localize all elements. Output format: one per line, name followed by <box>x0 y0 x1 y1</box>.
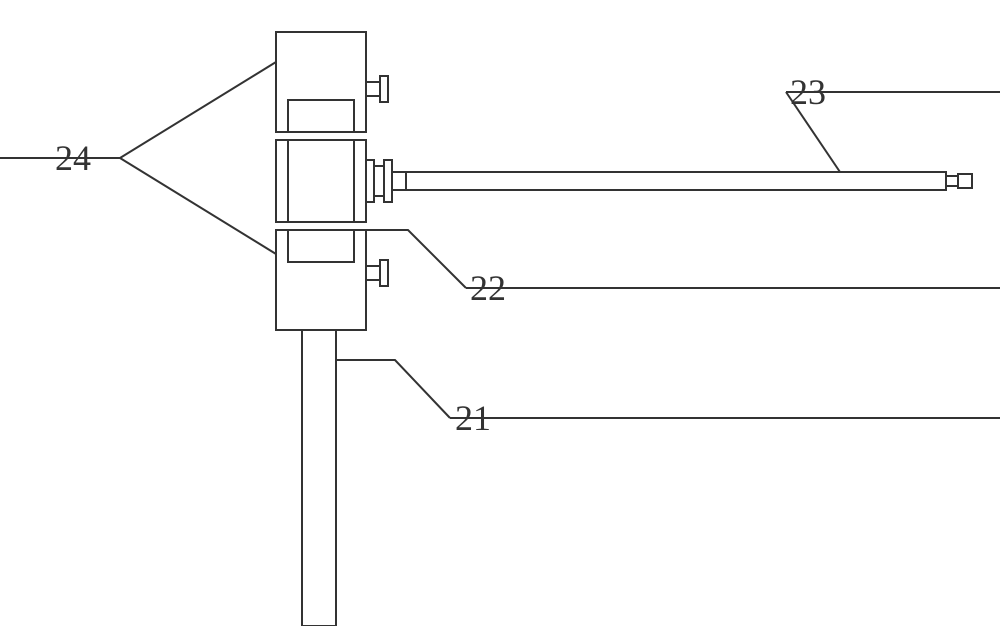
arm-tip-step <box>946 176 958 186</box>
leader-21 <box>336 360 450 418</box>
coupler-spacer <box>374 166 384 196</box>
coupler-neck <box>392 172 406 190</box>
knob-top-head <box>380 76 388 102</box>
knob-top-stem <box>366 82 380 96</box>
horizontal-arm <box>406 172 946 190</box>
label-24: 24 <box>55 138 91 178</box>
knob-bottom-stem <box>366 266 380 280</box>
coupler-flange-1 <box>366 160 374 202</box>
leader-24-bottom <box>120 158 276 254</box>
block-middle <box>276 140 366 222</box>
block-top <box>276 32 366 132</box>
coupler-flange-2 <box>384 160 392 202</box>
knob-bottom-head <box>380 260 388 286</box>
label-23: 23 <box>790 72 826 112</box>
arm-tip-block <box>958 174 972 188</box>
leader-24-top <box>120 62 276 158</box>
block-bottom <box>276 230 366 330</box>
vertical-post <box>302 330 336 626</box>
label-21: 21 <box>455 398 491 438</box>
label-22: 22 <box>470 268 506 308</box>
